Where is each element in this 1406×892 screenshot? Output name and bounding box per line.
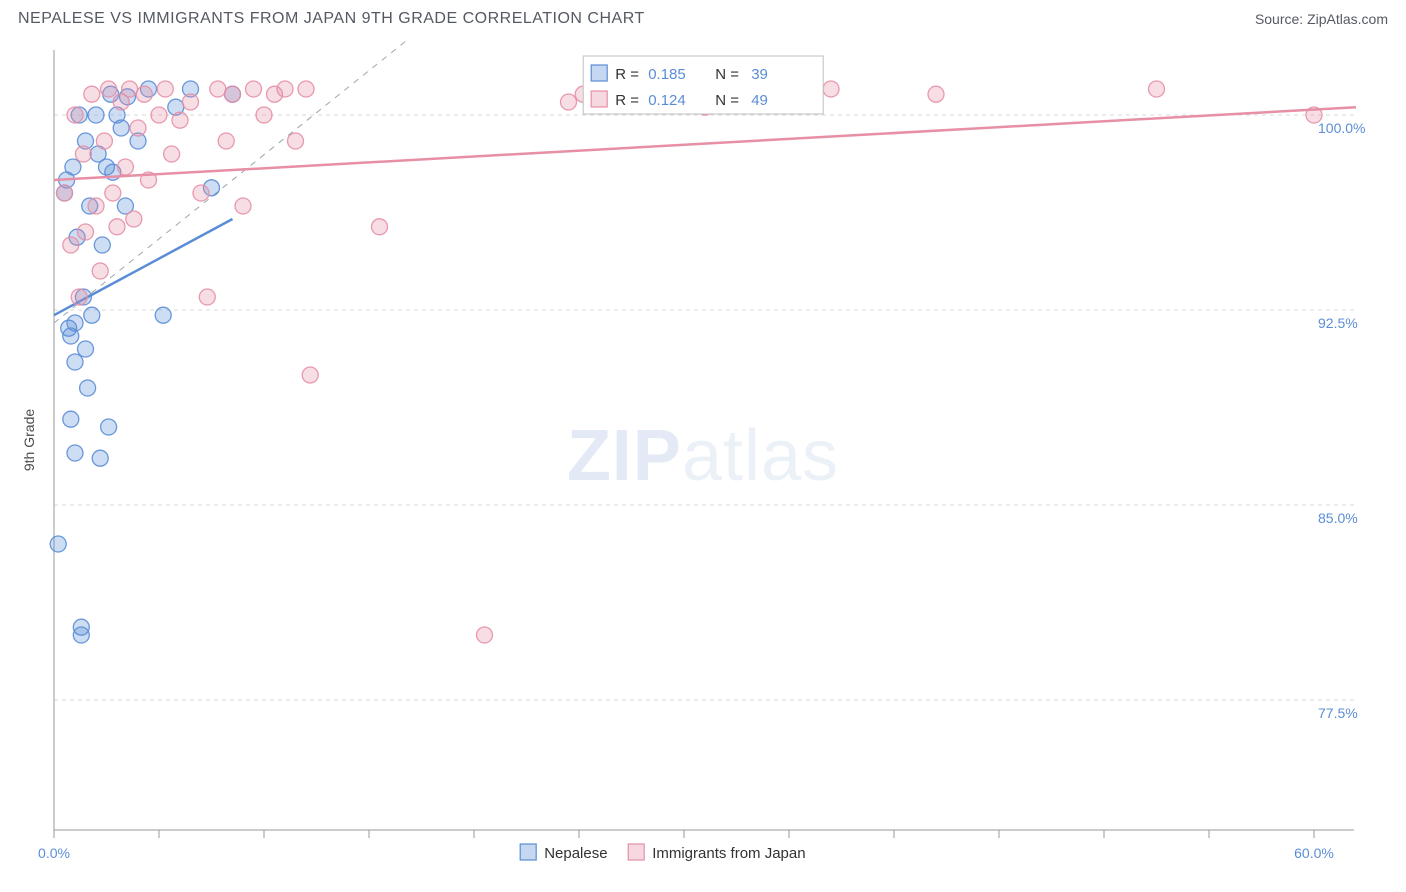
y-tick-label: 77.5% xyxy=(1318,705,1358,721)
y-tick-label: 85.0% xyxy=(1318,510,1358,526)
legend-label-japan: Immigrants from Japan xyxy=(652,845,805,862)
chart-header: NEPALESE VS IMMIGRANTS FROM JAPAN 9TH GR… xyxy=(0,0,1406,34)
stats-n-value: 49 xyxy=(751,92,768,109)
data-point-nepalese xyxy=(63,411,79,427)
data-point-japan xyxy=(288,133,304,149)
data-point-japan xyxy=(218,133,234,149)
source-attribution: Source: ZipAtlas.com xyxy=(1255,11,1388,27)
data-point-japan xyxy=(372,219,388,235)
data-point-nepalese xyxy=(50,536,66,552)
data-point-japan xyxy=(1149,81,1165,97)
legend-label-nepalese: Nepalese xyxy=(544,845,607,862)
stats-r-value: 0.124 xyxy=(648,92,686,109)
data-point-japan xyxy=(157,81,173,97)
data-point-nepalese xyxy=(113,120,129,136)
data-point-japan xyxy=(130,120,146,136)
y-axis-title: 9th Grade xyxy=(21,409,37,471)
data-point-japan xyxy=(199,289,215,305)
legend-swatch-nepalese xyxy=(520,844,536,860)
data-point-nepalese xyxy=(67,315,83,331)
data-point-japan xyxy=(928,86,944,102)
data-point-nepalese xyxy=(155,307,171,323)
data-point-japan xyxy=(823,81,839,97)
data-point-japan xyxy=(235,198,251,214)
data-point-nepalese xyxy=(92,450,108,466)
data-point-japan xyxy=(136,86,152,102)
stats-swatch-nepalese xyxy=(591,65,607,81)
data-point-japan xyxy=(183,94,199,110)
data-point-japan xyxy=(277,81,293,97)
y-tick-label: 100.0% xyxy=(1318,120,1365,136)
data-point-japan xyxy=(164,146,180,162)
data-point-japan xyxy=(101,81,117,97)
stats-n-label: N = xyxy=(715,66,739,83)
data-point-nepalese xyxy=(101,419,117,435)
data-point-japan xyxy=(105,185,121,201)
data-point-japan xyxy=(256,107,272,123)
data-point-japan xyxy=(67,107,83,123)
data-point-japan xyxy=(78,224,94,240)
chart-title: NEPALESE VS IMMIGRANTS FROM JAPAN 9TH GR… xyxy=(18,10,645,28)
data-point-japan xyxy=(63,237,79,253)
data-point-japan xyxy=(151,107,167,123)
data-point-nepalese xyxy=(80,380,96,396)
data-point-japan xyxy=(126,211,142,227)
data-point-japan xyxy=(75,146,91,162)
data-point-nepalese xyxy=(67,354,83,370)
stats-r-label: R = xyxy=(615,92,639,109)
data-point-nepalese xyxy=(73,619,89,635)
data-point-nepalese xyxy=(67,445,83,461)
data-point-nepalese xyxy=(94,237,110,253)
data-point-japan xyxy=(92,263,108,279)
legend-swatch-japan xyxy=(628,844,644,860)
data-point-japan xyxy=(117,159,133,175)
stats-swatch-japan xyxy=(591,91,607,107)
data-point-nepalese xyxy=(78,341,94,357)
stats-n-value: 39 xyxy=(751,66,768,83)
data-point-nepalese xyxy=(88,107,104,123)
source-link[interactable]: ZipAtlas.com xyxy=(1307,11,1388,27)
data-point-japan xyxy=(302,367,318,383)
x-tick-label: 60.0% xyxy=(1294,845,1334,861)
stats-r-label: R = xyxy=(615,66,639,83)
data-point-japan xyxy=(246,81,262,97)
source-label: Source: xyxy=(1255,11,1303,27)
x-tick-label: 0.0% xyxy=(38,845,70,861)
stats-r-value: 0.185 xyxy=(648,66,686,83)
data-point-japan xyxy=(561,94,577,110)
data-point-japan xyxy=(122,81,138,97)
data-point-japan xyxy=(210,81,226,97)
y-tick-label: 92.5% xyxy=(1318,315,1358,331)
data-point-japan xyxy=(96,133,112,149)
data-point-japan xyxy=(193,185,209,201)
data-point-japan xyxy=(109,219,125,235)
data-point-nepalese xyxy=(84,307,100,323)
data-point-japan xyxy=(172,112,188,128)
data-point-japan xyxy=(84,86,100,102)
data-point-japan xyxy=(477,627,493,643)
data-point-japan xyxy=(71,289,87,305)
chart-container: 77.5% 85.0% 92.5% 100.0% 0.0% 60.0% 9th Grade R… xyxy=(18,40,1388,872)
data-point-japan xyxy=(298,81,314,97)
scatter-chart: 77.5% 85.0% 92.5% 100.0% 0.0% 60.0% 9th Grade R… xyxy=(18,40,1388,872)
trend-line-japan xyxy=(54,107,1356,180)
data-point-japan xyxy=(88,198,104,214)
stats-n-label: N = xyxy=(715,92,739,109)
data-point-japan xyxy=(57,185,73,201)
data-point-japan xyxy=(225,86,241,102)
data-point-nepalese xyxy=(65,159,81,175)
